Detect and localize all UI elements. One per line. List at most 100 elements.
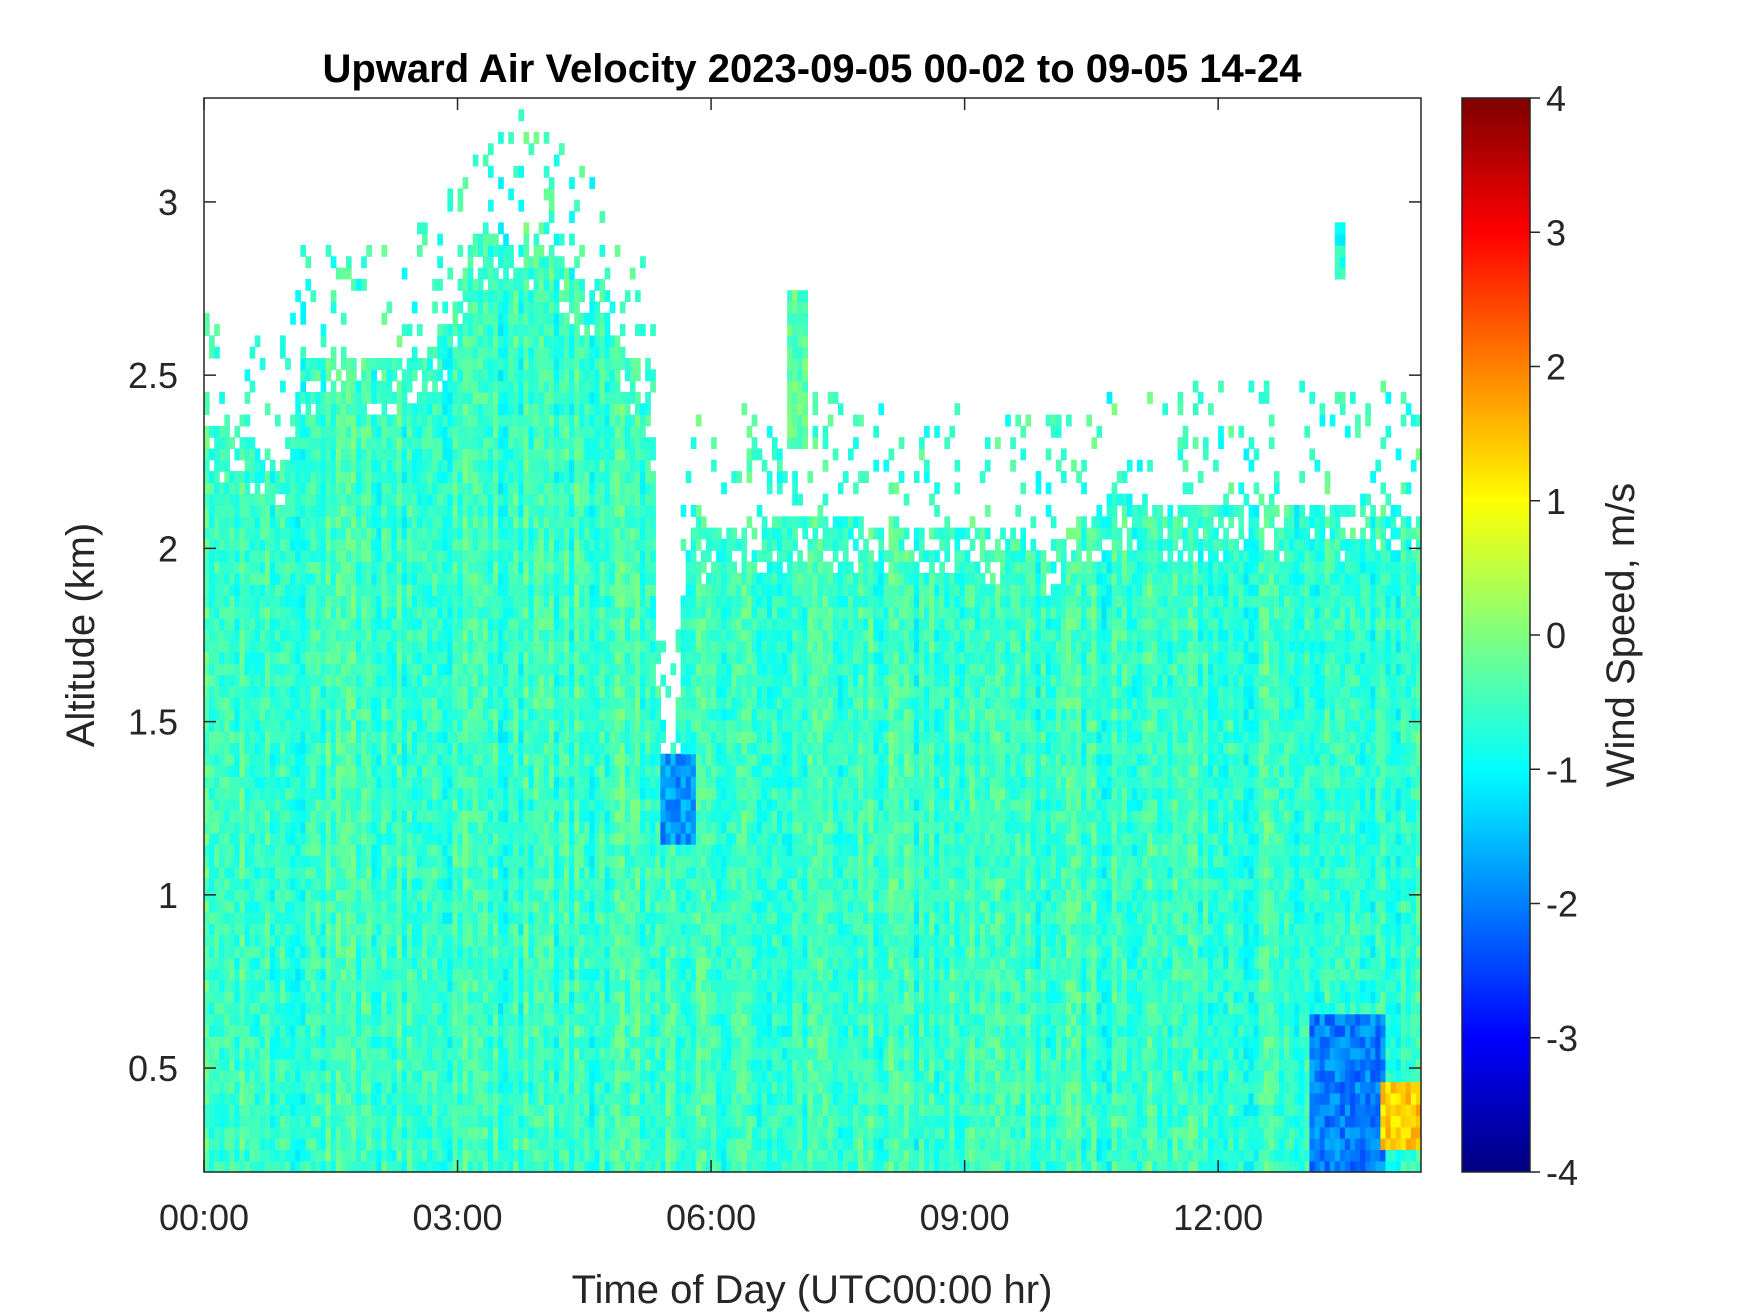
heatmap-cell xyxy=(366,584,372,597)
heatmap-cell xyxy=(513,561,519,574)
heatmap-cell xyxy=(229,516,236,529)
heatmap-cell xyxy=(351,369,357,382)
heatmap-cell xyxy=(467,1160,474,1173)
heatmap-cell xyxy=(356,832,362,845)
heatmap-cell xyxy=(264,979,271,992)
heatmap-cell xyxy=(320,731,327,743)
heatmap-cell xyxy=(498,1104,504,1117)
heatmap-cell xyxy=(371,765,378,777)
heatmap-cell xyxy=(300,1092,307,1105)
heatmap-cell xyxy=(422,651,428,664)
heatmap-cell xyxy=(300,957,307,970)
heatmap-cell xyxy=(411,550,418,563)
heatmap-cell xyxy=(204,923,210,936)
heatmap-cell xyxy=(285,934,291,947)
heatmap-cell xyxy=(229,629,236,642)
heatmap-cell xyxy=(437,787,443,800)
heatmap-cell xyxy=(518,832,525,845)
heatmap-cell xyxy=(366,934,372,947)
heatmap-cell xyxy=(335,448,342,461)
heatmap-cell xyxy=(493,369,499,382)
heatmap-cell xyxy=(361,256,367,269)
heatmap-cell xyxy=(422,1070,428,1083)
heatmap-cell xyxy=(381,719,388,732)
heatmap-cell xyxy=(467,550,474,563)
heatmap-cell xyxy=(503,991,509,1004)
heatmap-cell xyxy=(376,527,383,540)
heatmap-cell xyxy=(452,765,459,777)
heatmap-cell xyxy=(214,651,220,664)
heatmap-cell xyxy=(477,810,484,823)
heatmap-cell xyxy=(320,889,327,902)
heatmap-cell xyxy=(447,403,454,416)
heatmap-cell xyxy=(300,561,307,574)
heatmap-cell xyxy=(386,369,393,382)
heatmap-cell xyxy=(290,651,296,664)
heatmap-cell xyxy=(411,900,418,913)
heatmap-cell xyxy=(310,1070,317,1083)
heatmap-cell xyxy=(508,629,514,642)
heatmap-cell xyxy=(462,957,469,970)
heatmap-cell xyxy=(204,550,210,563)
heatmap-cell xyxy=(462,911,469,924)
heatmap-cell xyxy=(224,742,230,755)
heatmap-cell xyxy=(391,957,398,970)
heatmap-cell xyxy=(432,923,438,936)
heatmap-cell xyxy=(518,765,525,777)
heatmap-cell xyxy=(209,651,215,664)
heatmap-cell xyxy=(229,1149,236,1162)
heatmap-cell xyxy=(503,538,509,551)
heatmap-cell xyxy=(452,1081,459,1094)
heatmap-cell xyxy=(442,516,448,529)
heatmap-cell xyxy=(538,934,545,947)
heatmap-cell xyxy=(437,1160,443,1173)
heatmap-cell xyxy=(401,527,408,540)
heatmap-cell xyxy=(249,889,256,902)
heatmap-cell xyxy=(254,1092,261,1105)
heatmap-cell xyxy=(351,1070,357,1083)
heatmap-cell xyxy=(280,1025,286,1037)
heatmap-cell xyxy=(543,1149,550,1162)
heatmap-cell xyxy=(416,753,423,766)
heatmap-cell xyxy=(528,742,535,755)
heatmap-cell xyxy=(487,821,494,834)
heatmap-cell xyxy=(447,1160,454,1173)
heatmap-cell xyxy=(498,584,504,597)
heatmap-cell xyxy=(269,1047,276,1060)
heatmap-cell xyxy=(472,572,479,585)
heatmap-cell xyxy=(386,1002,393,1015)
heatmap-cell xyxy=(498,878,504,890)
heatmap-cell xyxy=(452,493,459,506)
heatmap-cell xyxy=(325,618,332,630)
heatmap-cell xyxy=(493,765,499,777)
heatmap-cell xyxy=(280,855,286,868)
heatmap-cell xyxy=(244,516,251,529)
heatmap-cell xyxy=(472,855,479,868)
heatmap-cell xyxy=(290,697,296,710)
heatmap-cell xyxy=(345,606,352,619)
heatmap-cell xyxy=(422,1126,428,1139)
heatmap-cell xyxy=(371,855,378,868)
heatmap-cell xyxy=(467,708,474,721)
heatmap-cell xyxy=(447,391,454,404)
heatmap-cell xyxy=(523,934,530,947)
heatmap-cell xyxy=(427,844,433,857)
heatmap-cell xyxy=(269,821,276,834)
heatmap-cell xyxy=(254,651,261,664)
heatmap-cell xyxy=(543,459,550,472)
heatmap-cell xyxy=(224,889,230,902)
heatmap-cell xyxy=(295,821,301,834)
heatmap-cell xyxy=(432,832,438,845)
heatmap-cell xyxy=(447,719,454,732)
heatmap-cell xyxy=(340,425,347,438)
heatmap-cell xyxy=(528,855,535,868)
heatmap-cell xyxy=(482,561,489,574)
heatmap-cell xyxy=(538,244,545,257)
heatmap-cell xyxy=(219,1104,225,1117)
heatmap-cell xyxy=(457,708,464,721)
heatmap-cell xyxy=(376,1047,383,1060)
heatmap-cell xyxy=(386,584,393,597)
heatmap-cell xyxy=(330,1092,337,1105)
heatmap-cell xyxy=(320,1002,327,1015)
heatmap-cell xyxy=(503,1160,509,1173)
